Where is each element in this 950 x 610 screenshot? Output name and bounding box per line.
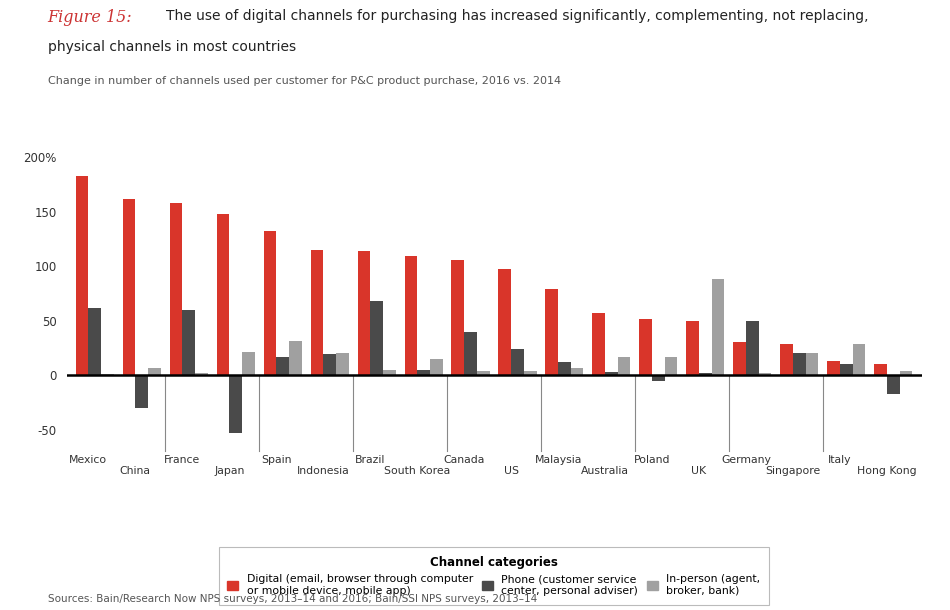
Bar bbox=[652, 375, 665, 381]
Bar bbox=[806, 353, 818, 375]
Text: US: US bbox=[504, 465, 519, 476]
Text: Hong Kong: Hong Kong bbox=[857, 465, 917, 476]
Text: Change in number of channels used per customer for P&C product purchase, 2016 vs: Change in number of channels used per cu… bbox=[48, 76, 560, 86]
Bar bbox=[746, 321, 759, 375]
Bar bbox=[276, 357, 289, 375]
Text: Canada: Canada bbox=[444, 454, 484, 465]
Bar bbox=[900, 371, 912, 375]
Legend: Digital (email, browser through computer
or mobile device, mobile app), Phone (c: Digital (email, browser through computer… bbox=[218, 547, 770, 605]
Bar bbox=[571, 367, 583, 375]
Bar bbox=[383, 370, 395, 375]
Text: France: France bbox=[164, 454, 200, 465]
Bar bbox=[289, 342, 301, 375]
Bar bbox=[242, 353, 255, 375]
Bar bbox=[182, 310, 195, 375]
Bar bbox=[712, 279, 725, 375]
Bar bbox=[323, 354, 336, 375]
Bar bbox=[545, 289, 558, 375]
Bar bbox=[665, 357, 677, 375]
Bar bbox=[311, 250, 323, 375]
Bar bbox=[170, 203, 182, 375]
Bar bbox=[229, 375, 242, 433]
Bar bbox=[686, 321, 699, 375]
Text: Singapore: Singapore bbox=[766, 465, 821, 476]
Text: Malaysia: Malaysia bbox=[535, 454, 581, 465]
Bar bbox=[123, 199, 135, 375]
Bar bbox=[195, 373, 208, 375]
Text: Mexico: Mexico bbox=[69, 454, 107, 465]
Bar bbox=[853, 343, 865, 375]
Bar bbox=[558, 362, 571, 375]
Bar bbox=[759, 373, 771, 375]
Text: UK: UK bbox=[692, 465, 707, 476]
Text: Sources: Bain/Research Now NPS surveys, 2013–14 and 2016; Bain/SSI NPS surveys, : Sources: Bain/Research Now NPS surveys, … bbox=[48, 594, 537, 604]
Text: Brazil: Brazil bbox=[355, 454, 386, 465]
Text: China: China bbox=[120, 465, 151, 476]
Bar bbox=[827, 361, 840, 375]
Bar bbox=[639, 318, 652, 375]
Text: Italy: Italy bbox=[828, 454, 852, 465]
Text: Australia: Australia bbox=[581, 465, 629, 476]
Bar bbox=[874, 364, 887, 375]
Text: Figure 15:: Figure 15: bbox=[48, 9, 132, 26]
Bar bbox=[793, 353, 806, 375]
Bar bbox=[417, 370, 429, 375]
Bar bbox=[887, 375, 900, 393]
Bar bbox=[499, 270, 511, 375]
Bar bbox=[217, 214, 229, 375]
Bar bbox=[101, 374, 114, 375]
Bar bbox=[148, 367, 161, 375]
Text: Poland: Poland bbox=[634, 454, 671, 465]
Bar bbox=[336, 353, 349, 375]
Bar bbox=[357, 251, 370, 375]
Bar bbox=[429, 359, 443, 375]
Text: Indonesia: Indonesia bbox=[296, 465, 350, 476]
Text: The use of digital channels for purchasing has increased significantly, compleme: The use of digital channels for purchasi… bbox=[166, 9, 868, 23]
Text: Spain: Spain bbox=[261, 454, 292, 465]
Bar bbox=[88, 307, 101, 375]
Bar bbox=[605, 372, 618, 375]
Bar bbox=[780, 343, 793, 375]
Text: Japan: Japan bbox=[214, 465, 244, 476]
Bar bbox=[263, 231, 276, 375]
Bar bbox=[699, 373, 712, 375]
Bar bbox=[76, 176, 88, 375]
Bar bbox=[405, 256, 417, 375]
Bar bbox=[593, 313, 605, 375]
Text: South Korea: South Korea bbox=[384, 465, 450, 476]
Bar bbox=[370, 301, 383, 375]
Bar bbox=[477, 371, 489, 375]
Text: physical channels in most countries: physical channels in most countries bbox=[48, 40, 295, 54]
Bar bbox=[733, 342, 746, 375]
Bar bbox=[135, 375, 148, 408]
Bar bbox=[840, 364, 853, 375]
Bar bbox=[511, 349, 523, 375]
Bar bbox=[618, 357, 631, 375]
Bar bbox=[523, 371, 537, 375]
Bar bbox=[451, 260, 465, 375]
Text: Germany: Germany bbox=[721, 454, 771, 465]
Bar bbox=[465, 332, 477, 375]
